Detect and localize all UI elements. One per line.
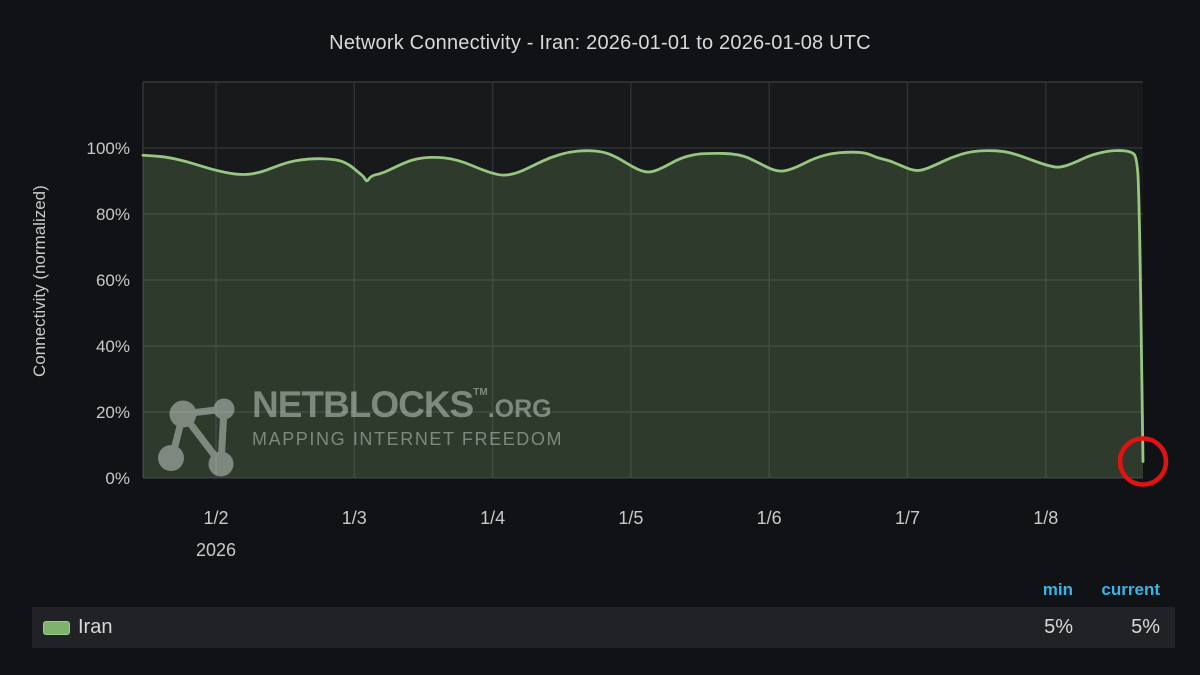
y-tick-label: 60% [96,271,130,290]
x-tick-label: 1/8 [1033,508,1058,528]
y-tick-label: 80% [96,205,130,224]
x-tick-label: 1/3 [342,508,367,528]
legend-headers: min current [32,578,1175,602]
x-tick-label: 1/6 [757,508,782,528]
series-area-iran [143,150,1143,478]
y-tick-label: 100% [87,139,130,158]
legend-min-value: 5% [1044,616,1073,638]
x-tick-label: 1/7 [895,508,920,528]
outage-annotation-circle [1117,436,1169,487]
y-tick-label: 20% [96,403,130,422]
legend-series-toggle[interactable]: Iran [43,616,986,639]
y-tick-label: 0% [105,469,130,488]
legend-row-iran: Iran 5% 5% [32,607,1175,648]
y-axis-title: Connectivity (normalized) [30,185,49,377]
legend: min current Iran 5% 5% [32,578,1175,648]
legend-current-value: 5% [1131,616,1160,638]
legend-series-label: Iran [78,616,113,638]
x-tick-label: 1/4 [480,508,505,528]
page-title: Network Connectivity - Iran: 2026-01-01 … [329,32,871,54]
x-axis-year-label: 2026 [196,540,236,560]
series-color-swatch-icon [43,620,70,635]
legend-current-header[interactable]: current [1101,580,1160,599]
legend-min-header[interactable]: min [1042,580,1073,599]
x-tick-label: 1/5 [618,508,643,528]
series-line-iran [141,149,1145,463]
x-tick-label: 1/2 [204,508,229,528]
y-tick-label: 40% [96,337,130,356]
